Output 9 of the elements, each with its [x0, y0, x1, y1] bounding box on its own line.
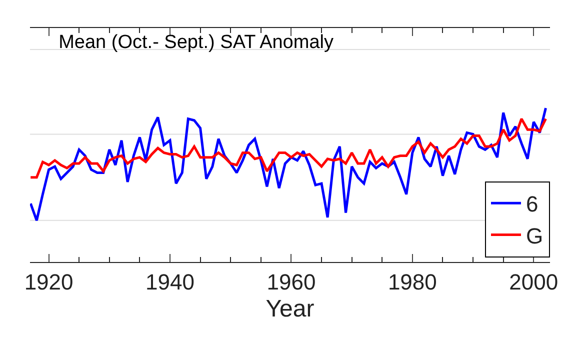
x-tick-label: 1940 — [146, 269, 194, 294]
chart-title: Mean (Oct.- Sept.) SAT Anomaly — [58, 32, 334, 54]
legend-label: G — [526, 223, 544, 248]
legend-label: 6 — [526, 192, 538, 217]
x-tick-label: 2000 — [509, 269, 558, 294]
x-tick-label: 1980 — [388, 269, 437, 294]
x-tick-label: 1960 — [266, 269, 316, 294]
x-tick-label: 1920 — [24, 269, 74, 294]
x-axis-title: Year — [266, 296, 314, 323]
